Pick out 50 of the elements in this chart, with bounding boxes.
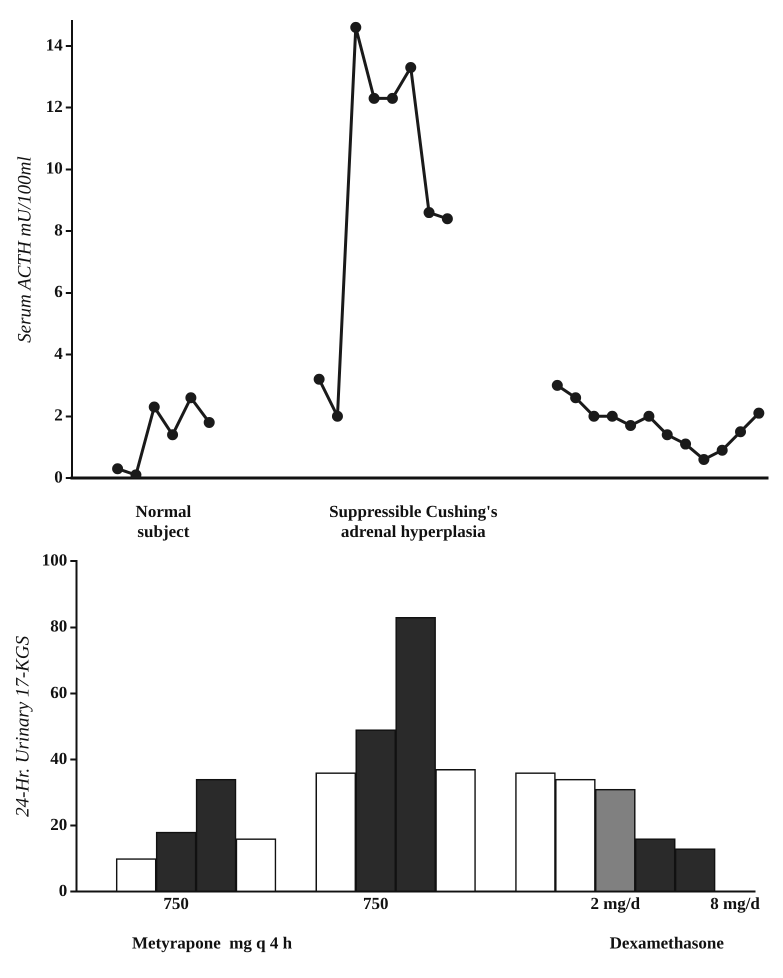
point (552, 380, 563, 391)
x-tick-label: 2 mg/d (590, 894, 641, 914)
point (350, 22, 362, 33)
point (112, 463, 124, 474)
point (680, 438, 692, 450)
y-tick-label: 100 (42, 550, 68, 570)
point (167, 429, 178, 440)
y-tick-label: 6 (54, 282, 63, 302)
point (643, 410, 654, 422)
point (735, 426, 746, 438)
point (368, 92, 380, 104)
point (424, 207, 435, 218)
point (185, 392, 196, 404)
y-tick-label: 0 (54, 467, 63, 486)
point (570, 392, 582, 404)
text: Dexamethasone (610, 933, 724, 952)
y-tick-label: 40 (50, 748, 68, 768)
y-tick-label: 4 (54, 344, 64, 363)
point (204, 416, 215, 428)
y-tick-label: 14 (46, 35, 64, 54)
y-tick-label: 8 (54, 220, 63, 240)
x-tick-label: 750 (163, 894, 189, 914)
point (625, 420, 636, 432)
x-tick-label: 750 (362, 894, 388, 914)
y-tick-label: 80 (50, 616, 68, 636)
y-axis-title: 24-Hr. Urinary 17-KGS (12, 635, 34, 817)
point (716, 444, 728, 456)
point (442, 213, 453, 224)
y-axis-title: Serum ACTH mU/100ml (14, 156, 36, 343)
y-tick-label: 2 (54, 406, 63, 425)
y-tick-label: 12 (46, 97, 63, 116)
point (405, 62, 416, 73)
x-tick-label: 8 mg/d (710, 894, 760, 914)
text: Metyrapone mg q 4 h (132, 933, 293, 952)
point (753, 408, 764, 419)
point (314, 374, 325, 385)
point (606, 410, 618, 422)
point (698, 454, 710, 465)
point (130, 469, 142, 478)
point (386, 92, 398, 104)
point (588, 410, 600, 422)
point (332, 410, 343, 422)
point (662, 429, 673, 440)
point (148, 402, 160, 413)
text: Normal subject (136, 502, 192, 541)
y-tick-label: 10 (46, 158, 63, 178)
y-tick-label: 0 (58, 880, 68, 900)
y-tick-label: 20 (50, 814, 68, 834)
y-tick-label: 60 (50, 682, 68, 702)
text: Suppressible Cushing's adrenal hyperplasia (329, 502, 498, 541)
